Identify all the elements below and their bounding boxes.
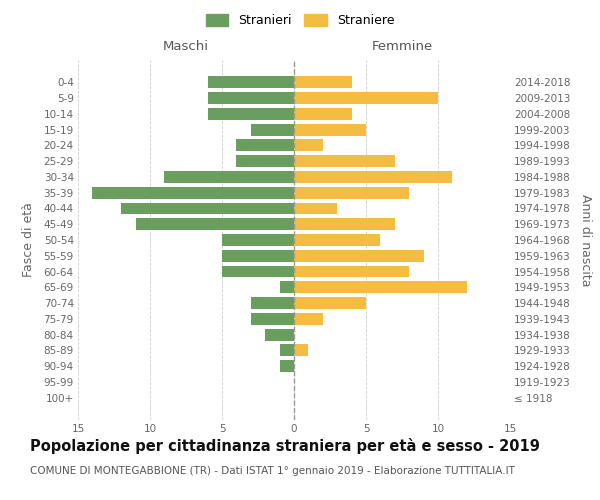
Bar xyxy=(251,297,294,309)
Bar xyxy=(251,124,294,136)
Y-axis label: Fasce di età: Fasce di età xyxy=(22,202,35,278)
Text: Maschi: Maschi xyxy=(163,40,209,52)
Bar xyxy=(236,155,294,167)
Bar xyxy=(222,250,294,262)
Bar xyxy=(121,202,294,214)
Bar xyxy=(294,187,409,198)
Bar xyxy=(294,344,308,356)
Bar xyxy=(294,234,380,246)
Bar xyxy=(294,124,366,136)
Y-axis label: Anni di nascita: Anni di nascita xyxy=(579,194,592,286)
Bar xyxy=(294,250,424,262)
Bar xyxy=(294,171,452,183)
Bar xyxy=(208,76,294,88)
Bar xyxy=(222,234,294,246)
Bar xyxy=(294,140,323,151)
Bar xyxy=(280,360,294,372)
Legend: Stranieri, Straniere: Stranieri, Straniere xyxy=(201,8,399,32)
Bar xyxy=(265,328,294,340)
Bar xyxy=(294,282,467,293)
Bar xyxy=(294,266,409,278)
Bar xyxy=(294,155,395,167)
Bar xyxy=(164,171,294,183)
Bar xyxy=(222,266,294,278)
Bar xyxy=(251,313,294,325)
Bar xyxy=(294,76,352,88)
Bar xyxy=(208,92,294,104)
Bar xyxy=(136,218,294,230)
Bar xyxy=(92,187,294,198)
Bar xyxy=(294,218,395,230)
Bar xyxy=(208,108,294,120)
Bar xyxy=(294,297,366,309)
Bar xyxy=(294,202,337,214)
Bar xyxy=(294,92,438,104)
Bar xyxy=(280,282,294,293)
Text: Femmine: Femmine xyxy=(371,40,433,52)
Bar xyxy=(236,140,294,151)
Text: COMUNE DI MONTEGABBIONE (TR) - Dati ISTAT 1° gennaio 2019 - Elaborazione TUTTITA: COMUNE DI MONTEGABBIONE (TR) - Dati ISTA… xyxy=(30,466,515,476)
Bar xyxy=(294,313,323,325)
Text: Popolazione per cittadinanza straniera per età e sesso - 2019: Popolazione per cittadinanza straniera p… xyxy=(30,438,540,454)
Bar xyxy=(294,108,352,120)
Bar xyxy=(280,344,294,356)
